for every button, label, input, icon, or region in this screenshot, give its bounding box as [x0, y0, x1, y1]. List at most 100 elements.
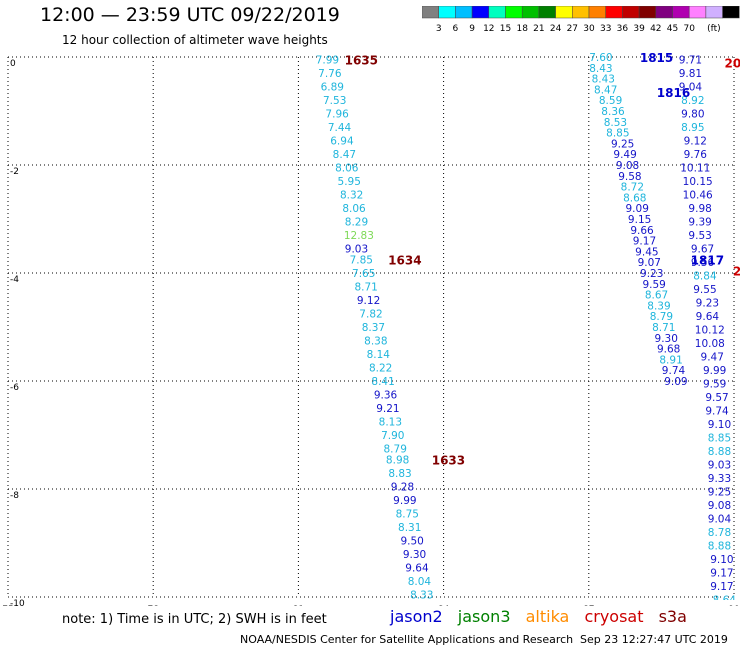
- swh-value: 9.76: [684, 149, 708, 161]
- swh-value: 9.17: [710, 568, 733, 580]
- swh-value: 7.99: [316, 55, 339, 67]
- swh-value: 8.39: [413, 603, 436, 606]
- swh-value: 9.10: [708, 419, 731, 431]
- swh-value: 9.74: [705, 406, 729, 418]
- swh-value: 9.99: [393, 495, 416, 507]
- swh-value: 8.31: [398, 522, 421, 534]
- swh-value: 9.08: [616, 160, 639, 172]
- swh-value: 10.15: [683, 176, 713, 188]
- swh-value: 7.85: [350, 255, 373, 267]
- swh-value: 8.68: [623, 192, 646, 204]
- colorbar-label: 3: [436, 24, 442, 34]
- swh-value: 9.10: [710, 554, 733, 566]
- swh-value: 9.30: [403, 549, 426, 561]
- swh-value: 8.32: [340, 190, 363, 202]
- swh-value: 8.64: [713, 595, 737, 606]
- swh-value: 7.60: [589, 52, 612, 64]
- mission-cryosat: cryosat: [584, 607, 644, 626]
- swh-value: 9.74: [662, 365, 686, 377]
- swh-value: 9.30: [655, 333, 678, 345]
- swh-value: 9.28: [391, 481, 414, 493]
- swh-value: 8.53: [604, 117, 627, 129]
- swh-value: 9.21: [376, 403, 399, 415]
- swh-value: 8.71: [354, 282, 377, 294]
- mission-s3a: s3a: [658, 607, 687, 626]
- swh-value: 8.04: [408, 576, 432, 588]
- swh-value: 8.75: [396, 508, 419, 520]
- colorbar-label: 15: [500, 24, 511, 34]
- colorbar-swatch: [722, 6, 740, 19]
- pass-time-label: 20: [733, 264, 740, 278]
- swh-value: 8.06: [335, 163, 359, 175]
- swh-value: 8.06: [342, 203, 366, 215]
- x-tick-label: 90: [728, 605, 740, 606]
- y-tick-label: -10: [10, 599, 25, 606]
- swh-value: 8.39: [647, 300, 670, 312]
- swh-value: 7.96: [325, 109, 349, 121]
- swh-value: 8.59: [599, 95, 622, 107]
- swh-value: 8.67: [645, 290, 668, 302]
- pass-time-label: 1817: [691, 254, 724, 268]
- chart-subtitle: 12 hour collection of altimeter wave hei…: [62, 33, 328, 47]
- colorbar-label: 70: [683, 24, 695, 34]
- colorbar-label: 9: [469, 24, 475, 34]
- swh-value: 6.94: [330, 136, 354, 148]
- colorbar-label: 30: [583, 24, 595, 34]
- swh-value: 9.64: [696, 311, 720, 323]
- pass-time-label: 1815: [640, 51, 673, 65]
- swh-value: 10.11: [680, 163, 710, 175]
- swh-value: 9.17: [633, 236, 656, 248]
- swh-value: 9.68: [657, 344, 680, 356]
- swh-value: 9.56: [691, 257, 715, 269]
- credit-timestamp: Sep 23 12:27:47 UTC 2019: [580, 633, 728, 646]
- swh-value: 9.81: [679, 68, 702, 80]
- pass-time-label: 1634: [388, 254, 421, 268]
- colorbar-unit: (ft): [707, 24, 721, 34]
- swh-value: 8.83: [388, 468, 411, 480]
- swh-value: 8.85: [606, 128, 629, 140]
- swh-value: 7.76: [318, 68, 342, 80]
- swh-value: 8.85: [708, 433, 731, 445]
- swh-value: 9.53: [688, 230, 711, 242]
- colorbar-label: 24: [550, 24, 562, 34]
- colorbar-label: 36: [617, 24, 629, 34]
- credit-line: NOAA/NESDIS Center for Satellite Applica…: [240, 633, 574, 646]
- pass-time-label: 1635: [345, 54, 378, 68]
- mission-jason2: jason2: [390, 607, 443, 626]
- colorbar-label: 12: [483, 24, 494, 34]
- swh-value: 9.03: [708, 460, 731, 472]
- y-tick-label: -6: [10, 383, 19, 393]
- swh-value: 8.13: [379, 417, 402, 429]
- y-tick-label: -2: [10, 167, 19, 177]
- swh-value: 8.92: [681, 95, 704, 107]
- colorbar-label: 27: [567, 24, 578, 34]
- x-tick-label: 81: [293, 605, 304, 606]
- swh-value: 9.67: [691, 244, 714, 256]
- colorbar-label: 33: [600, 24, 611, 34]
- swh-value: 8.88: [708, 541, 731, 553]
- pass-time-label: 1633: [432, 453, 465, 467]
- footer-note: note: 1) Time is in UTC; 2) SWH is in fe…: [62, 612, 327, 627]
- swh-value: 9.04: [679, 82, 703, 94]
- swh-value: 9.25: [708, 487, 731, 499]
- wave-height-map: 75 78 81 84 87 90 0 -2 -4 -6 -8 -10 7.997.76 6.897.53…: [2, 51, 740, 606]
- x-tick-label: 78: [147, 605, 159, 606]
- y-tick-label: -8: [10, 491, 19, 501]
- swh-value: 10.08: [695, 338, 725, 350]
- swh-value: 8.43: [592, 74, 615, 86]
- colorbar-label: 18: [516, 24, 528, 34]
- swh-value: 9.12: [684, 136, 707, 148]
- swh-value: 9.45: [635, 246, 658, 258]
- x-tick-label: 84: [438, 605, 450, 606]
- swh-value: 8.78: [708, 527, 731, 539]
- swh-value: 9.66: [630, 225, 654, 237]
- swh-value: 8.71: [652, 322, 675, 334]
- swh-value: 9.99: [703, 365, 726, 377]
- swh-value: 8.84: [693, 271, 717, 283]
- swh-value: 9.80: [681, 109, 704, 121]
- swh-value: 9.39: [688, 217, 711, 229]
- swh-value: 8.36: [601, 106, 625, 118]
- swh-value: 7.82: [359, 309, 382, 321]
- color-legend: 3 6 9 12 15 18 21 24 27 30 33 36 39 42 45 70 (ft): [422, 6, 740, 34]
- swh-value: 9.08: [708, 500, 731, 512]
